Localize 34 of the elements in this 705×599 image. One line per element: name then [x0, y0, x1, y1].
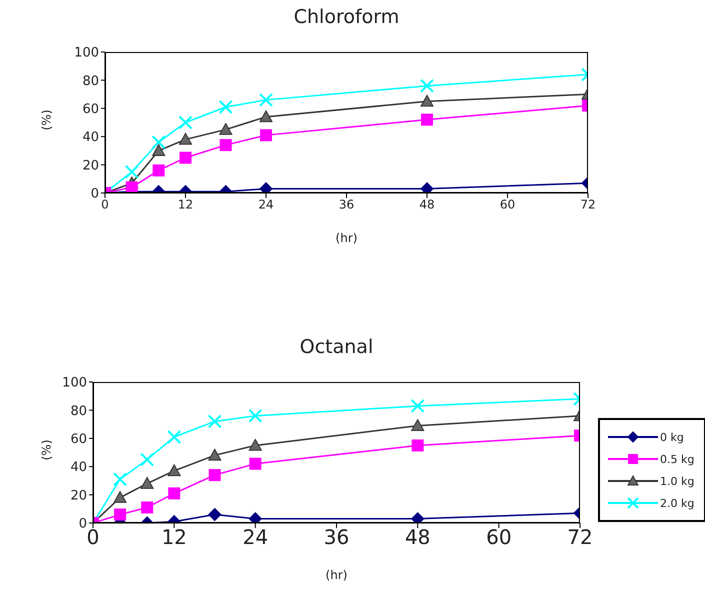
chart-title: Octanal	[298, 336, 374, 358]
x-tick-label: 12	[178, 198, 194, 212]
x-axis-title: (hr)	[336, 231, 358, 245]
y-tick-label: 20	[82, 158, 99, 174]
y-axis-title: (%)	[39, 439, 54, 460]
y-tick-label: 100	[62, 376, 87, 391]
y-tick-label: 40	[82, 130, 99, 146]
y-tick-label: 80	[82, 74, 99, 89]
y-tick-label: 100	[74, 46, 99, 61]
y-tick-label: 80	[70, 404, 87, 419]
x-axis-title: (hr)	[326, 568, 348, 582]
legend-label: 0 kg	[660, 430, 684, 444]
y-tick-label: 60	[82, 102, 99, 118]
x-tick-label: 36	[324, 525, 350, 550]
x-tick-label: 36	[338, 198, 354, 212]
x-tick-label: 60	[486, 525, 512, 550]
x-tick-label: 0	[101, 198, 109, 212]
legend-label: 2.0 kg	[660, 496, 694, 510]
legend-label: 1.0 kg	[660, 474, 694, 488]
x-tick-label: 12	[161, 525, 187, 550]
y-axis-title: (%)	[39, 109, 54, 130]
x-tick-label: 24	[242, 525, 268, 550]
y-tick-label: 60	[70, 432, 87, 448]
y-tick-label: 0	[90, 186, 99, 202]
x-tick-label: 24	[258, 198, 274, 212]
y-tick-label: 40	[70, 460, 87, 476]
x-tick-label: 72	[580, 198, 596, 212]
x-tick-label: 48	[419, 198, 435, 212]
x-tick-label: 48	[404, 525, 430, 550]
legend-label: 0.5 kg	[660, 452, 694, 466]
x-tick-label: 60	[500, 198, 516, 212]
y-tick-label: 20	[70, 488, 87, 504]
chart-title: Chloroform	[292, 6, 400, 28]
x-tick-label: 72	[567, 525, 593, 550]
